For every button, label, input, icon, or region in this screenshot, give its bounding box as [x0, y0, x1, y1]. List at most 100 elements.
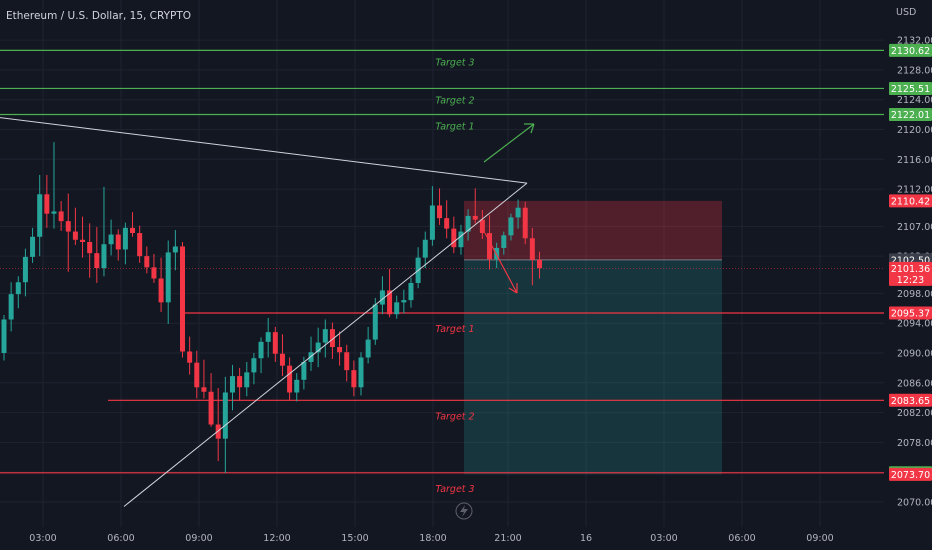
candles: [1, 142, 542, 473]
candle-body: [272, 332, 278, 354]
target-lines[interactable]: Target 3 Target 2 Target 1 Target 1 Target 2…: [0, 49, 884, 495]
target-label: Target 3: [435, 484, 474, 495]
candle-body: [379, 290, 385, 305]
price-label-box: [889, 393, 932, 407]
candle-body: [187, 351, 193, 363]
resistance-trendline[interactable]: [0, 117, 528, 184]
candle-body: [165, 252, 171, 303]
x-tick-label: 06:00: [728, 533, 755, 544]
candle-body: [30, 236, 36, 257]
y-tick-label: 2098.00: [897, 289, 932, 300]
candle-body: [337, 347, 343, 353]
candle-body: [65, 221, 71, 232]
price-label-box: [889, 306, 932, 320]
candle-body: [265, 332, 271, 342]
candle-body: [122, 227, 128, 250]
candle-body: [22, 256, 28, 283]
candle-body: [344, 352, 350, 371]
y-tick-label: 2112.00: [897, 185, 932, 196]
candle-body: [458, 231, 464, 248]
y-tick-label: 2132.00: [897, 36, 932, 47]
candle-body: [94, 253, 100, 269]
candle-body: [15, 282, 21, 295]
price-label-text: 2125.51: [891, 84, 930, 95]
candle-body: [44, 194, 50, 214]
candle-body: [258, 341, 264, 359]
candle-body: [394, 302, 400, 315]
price-label-text: 2130.62: [891, 46, 930, 57]
candle-body: [8, 294, 14, 320]
candle-body: [294, 379, 300, 393]
x-tick-label: 15:00: [341, 533, 368, 544]
price-labels: 2130.62 2125.51 2122.01 2110.42 2102.502101.…: [889, 43, 932, 481]
candle-body: [387, 290, 393, 315]
y-tick-label: 2070.00: [897, 498, 932, 509]
flash-icon[interactable]: [455, 502, 473, 520]
countdown-label: 12:23: [897, 275, 924, 286]
y-tick-label: 2094.00: [897, 319, 932, 330]
y-tick-label: 2082.00: [897, 408, 932, 419]
y-tick-label: 2078.00: [897, 438, 932, 449]
target-label: Target 1: [435, 324, 474, 335]
price-label-box: [889, 43, 932, 57]
trend-drawings[interactable]: [0, 117, 535, 507]
y-tick-label: 2120.00: [897, 125, 932, 136]
x-tick-label: 06:00: [107, 533, 134, 544]
down-arrow-icon[interactable]: [484, 232, 518, 294]
y-tick-label: 2116.00: [897, 155, 932, 166]
candle-body: [301, 361, 307, 380]
candle-body: [172, 246, 178, 253]
candle-body: [358, 357, 364, 388]
candle-body: [494, 247, 500, 260]
x-tick-label: 21:00: [494, 533, 521, 544]
candle-body: [151, 267, 157, 279]
candle-body: [365, 339, 371, 358]
candle-body: [72, 231, 78, 240]
candle-body: [479, 219, 485, 234]
candle-body: [508, 217, 514, 236]
candle-body: [137, 233, 143, 257]
position-zones: [0, 200, 884, 475]
price-label-text: 2102.50: [891, 255, 930, 266]
candle-body: [515, 207, 521, 218]
candle-body: [408, 282, 414, 301]
price-label-box: [889, 467, 932, 481]
x-tick-label: 16: [580, 533, 592, 544]
symbol-title[interactable]: Ethereum / U.S. Dollar, 15, CRYPTO: [6, 10, 191, 22]
candle-body: [465, 215, 471, 232]
time-axis[interactable]: 03:00 06:00 09:00 12:00 15:00 18:00 21:00 16 03:…: [29, 533, 833, 544]
target-label: Target 2: [435, 95, 474, 106]
candle-body: [130, 227, 136, 234]
candle-body: [237, 376, 243, 388]
candle-body: [522, 207, 528, 239]
up-arrow-icon[interactable]: [483, 123, 535, 163]
price-label-text: 2095.37: [891, 308, 930, 319]
x-tick-label: 09:00: [806, 533, 833, 544]
candle-body: [429, 205, 435, 240]
candle-body: [229, 376, 235, 393]
candle-body: [308, 352, 314, 362]
price-label-box: [889, 194, 932, 208]
candle-body: [215, 424, 221, 439]
candle-body: [315, 342, 321, 353]
candle-body: [251, 358, 257, 373]
support-trendline[interactable]: [123, 182, 528, 507]
target-label: Target 3: [435, 57, 474, 68]
x-tick-label: 03:00: [29, 533, 56, 544]
stop-loss-zone: [464, 200, 722, 260]
candle-body: [80, 239, 86, 242]
price-label-box: [889, 261, 932, 286]
candle-body: [444, 218, 450, 229]
candle-body: [58, 211, 64, 222]
price-label-text: 2073.70: [891, 470, 930, 481]
candle-body: [180, 246, 185, 352]
y-tick-label: 2107.00: [897, 222, 932, 233]
candle-body: [351, 370, 357, 388]
currency-label: USD: [896, 7, 916, 18]
candle-body: [529, 238, 535, 260]
candle-body: [501, 235, 507, 248]
candle-body: [115, 234, 121, 250]
x-tick-label: 03:00: [650, 533, 677, 544]
candle-body: [108, 234, 114, 245]
